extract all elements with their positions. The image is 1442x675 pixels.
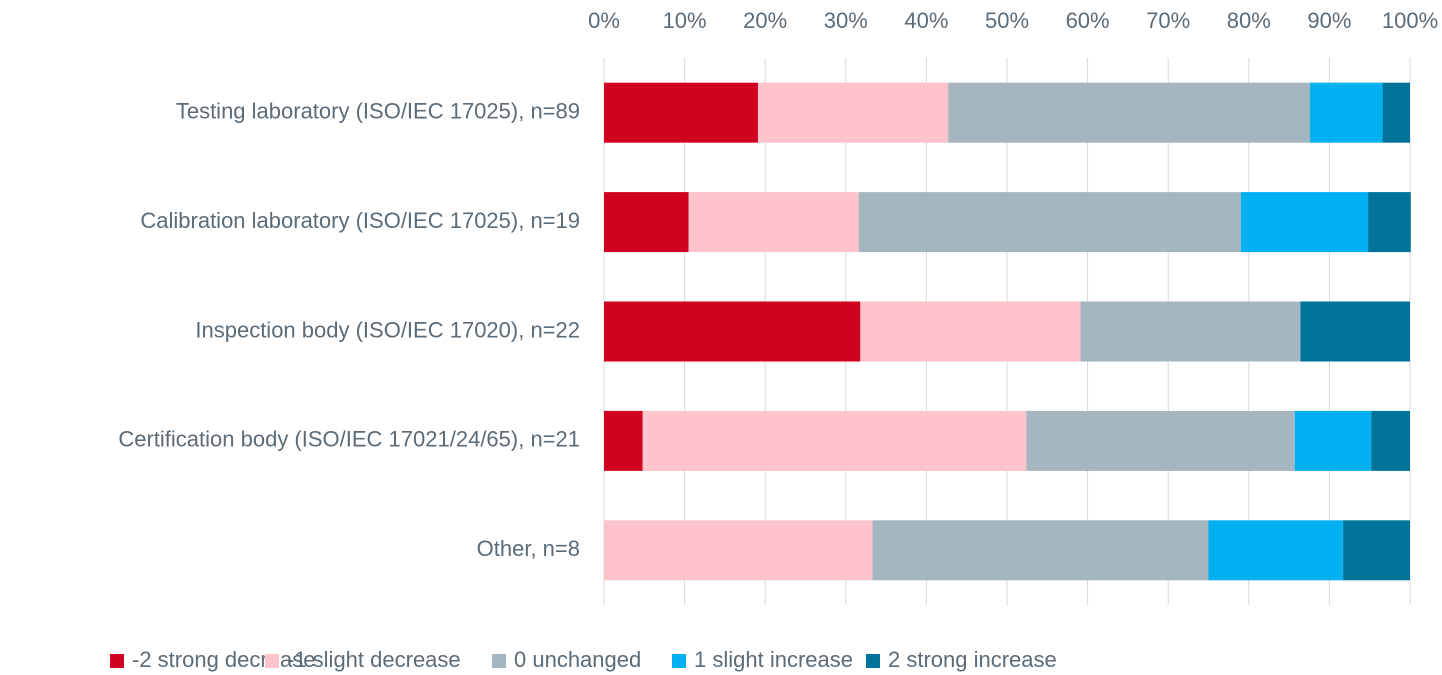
bar-segment — [948, 82, 1311, 143]
bar-segment — [1240, 192, 1369, 253]
x-tick-label: 100% — [1382, 8, 1438, 33]
bar-segment — [1371, 410, 1410, 471]
x-tick-label: 60% — [1066, 8, 1110, 33]
bar-segment — [1382, 82, 1410, 143]
bar-segment — [604, 82, 758, 143]
legend-label: -2 strong decrease — [132, 647, 315, 672]
y-tick-label: Other, n=8 — [477, 536, 580, 561]
y-tick-label: Certification body (ISO/IEC 17021/24/65)… — [118, 427, 580, 452]
x-tick-label: 90% — [1307, 8, 1351, 33]
y-tick-label: Testing laboratory (ISO/IEC 17025), n=89 — [176, 99, 580, 124]
legend-label: 2 strong increase — [888, 647, 1057, 672]
bar-segment — [604, 301, 861, 362]
bar-segment — [757, 82, 949, 143]
legend-swatch — [110, 654, 124, 668]
legend-label: 1 slight increase — [694, 647, 853, 672]
legend-swatch — [265, 654, 279, 668]
y-tick-label: Calibration laboratory (ISO/IEC 17025), … — [140, 208, 580, 233]
x-tick-label: 0% — [588, 8, 620, 33]
y-tick-label: Inspection body (ISO/IEC 17020), n=22 — [195, 317, 580, 342]
x-tick-label: 70% — [1146, 8, 1190, 33]
legend-label: -1 slight decrease — [287, 647, 461, 672]
x-tick-label: 80% — [1227, 8, 1271, 33]
bar-segment — [604, 520, 873, 581]
bar-segment — [1368, 192, 1411, 253]
bar-segment — [1300, 301, 1410, 362]
x-tick-label: 50% — [985, 8, 1029, 33]
bar-segment — [858, 192, 1241, 253]
legend-swatch — [866, 654, 880, 668]
x-tick-label: 40% — [904, 8, 948, 33]
bar-segment — [860, 301, 1081, 362]
legend-swatch — [672, 654, 686, 668]
x-tick-label: 10% — [663, 8, 707, 33]
bar-segment — [1294, 410, 1372, 471]
x-tick-label: 30% — [824, 8, 868, 33]
x-tick-label: 20% — [743, 8, 787, 33]
legend-swatch — [492, 654, 506, 668]
bar-segment — [1026, 410, 1295, 471]
legend-label: 0 unchanged — [514, 647, 641, 672]
bar-segment — [1310, 82, 1383, 143]
bar-segment — [1080, 301, 1301, 362]
bar-segment — [604, 192, 689, 253]
bar-segment — [604, 410, 643, 471]
bar-segment — [872, 520, 1209, 581]
bar-segment — [1343, 520, 1410, 581]
bar-segment — [642, 410, 1027, 471]
bar-segment — [688, 192, 859, 253]
bar-segment — [1208, 520, 1344, 581]
